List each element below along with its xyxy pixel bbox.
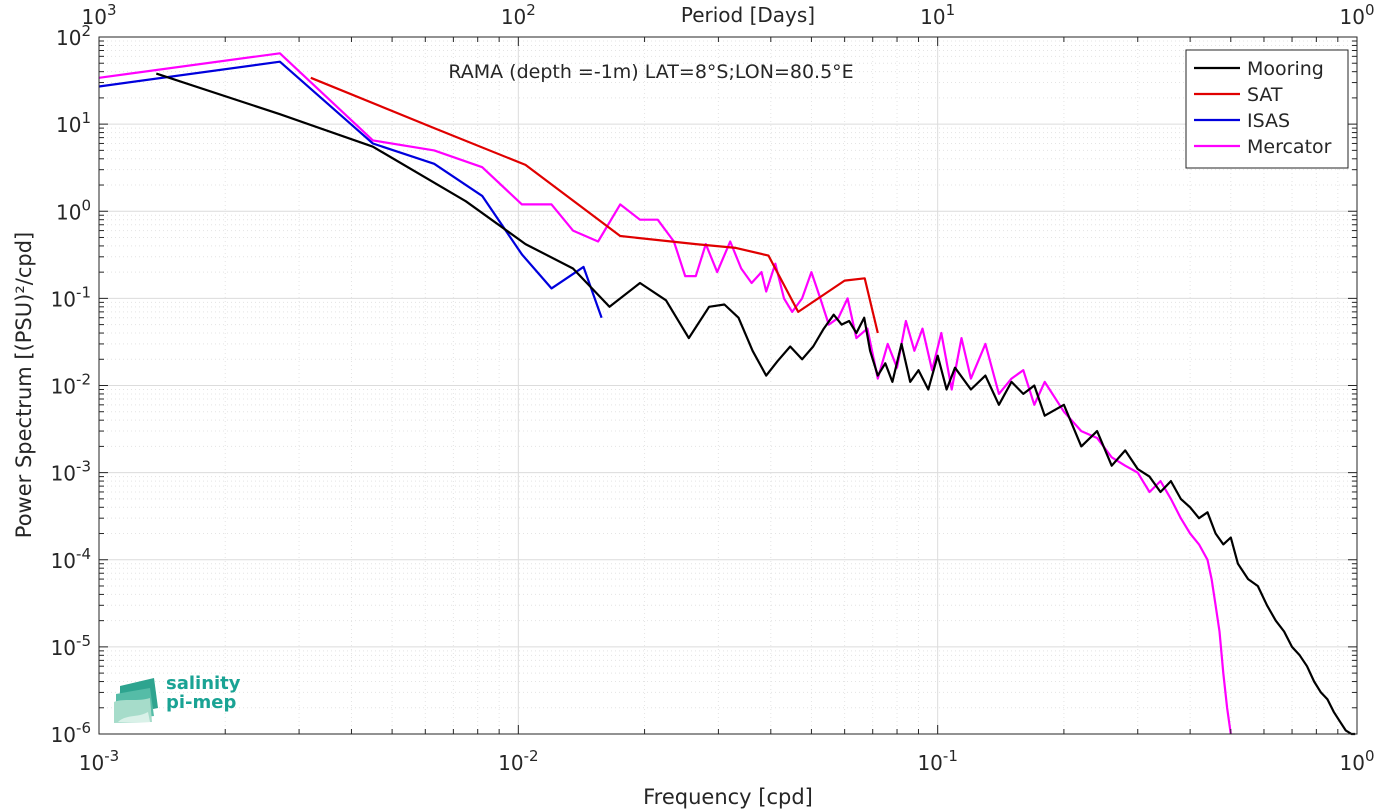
x-tick-label: 10-1 bbox=[917, 747, 957, 775]
y-tick-label: 100 bbox=[56, 196, 91, 224]
x-tick-label: 10-2 bbox=[498, 747, 538, 775]
y-tick-label: 10-3 bbox=[51, 458, 91, 486]
grid bbox=[98, 37, 1357, 735]
x-tick-label: 10-3 bbox=[79, 747, 119, 775]
salinity-pimep-logo: salinity pi-mep bbox=[114, 668, 264, 724]
top-tick-label: 101 bbox=[920, 1, 955, 29]
legend-label-mooring: Mooring bbox=[1247, 58, 1324, 80]
top-tick-label: 100 bbox=[1340, 1, 1375, 29]
top-axis-label: Period [Days] bbox=[681, 3, 815, 27]
chart-title: RAMA (depth =-1m) LAT=8°S;LON=80.5°E bbox=[448, 61, 853, 83]
x-axis-label: Frequency [cpd] bbox=[643, 785, 813, 809]
series-line-mooring bbox=[155, 72, 1356, 736]
logo-line1: salinity bbox=[166, 673, 241, 694]
ticks bbox=[98, 36, 1358, 735]
y-tick-label: 101 bbox=[56, 109, 91, 137]
top-tick-label: 103 bbox=[82, 1, 117, 29]
series-line-sat bbox=[310, 76, 879, 334]
legend: Mooring SAT ISAS Mercator bbox=[1185, 49, 1349, 169]
series-line-isas bbox=[98, 60, 603, 319]
logo-waves-icon bbox=[114, 678, 158, 723]
legend-label-sat: SAT bbox=[1247, 84, 1283, 106]
legend-box bbox=[1185, 49, 1349, 169]
top-tick-label: 102 bbox=[501, 1, 536, 29]
logo-text: salinity pi-mep bbox=[166, 674, 241, 712]
y-tick-label: 10-4 bbox=[51, 545, 91, 573]
legend-label-mercator: Mercator bbox=[1247, 136, 1332, 158]
logo-line2: pi-mep bbox=[166, 692, 237, 713]
legend-label-isas: ISAS bbox=[1247, 110, 1290, 132]
x-tick-label: 100 bbox=[1340, 747, 1375, 775]
y-tick-label: 102 bbox=[56, 22, 91, 50]
y-tick-label: 10-2 bbox=[51, 371, 91, 399]
y-tick-label: 10-6 bbox=[51, 719, 91, 747]
series-line-mercator bbox=[98, 52, 1232, 735]
y-tick-label: 10-1 bbox=[51, 283, 91, 311]
y-tick-label: 10-5 bbox=[51, 632, 91, 660]
y-axis-label: Power Spectrum [(PSU)²/cpd] bbox=[12, 232, 36, 538]
series-layer bbox=[98, 52, 1356, 736]
